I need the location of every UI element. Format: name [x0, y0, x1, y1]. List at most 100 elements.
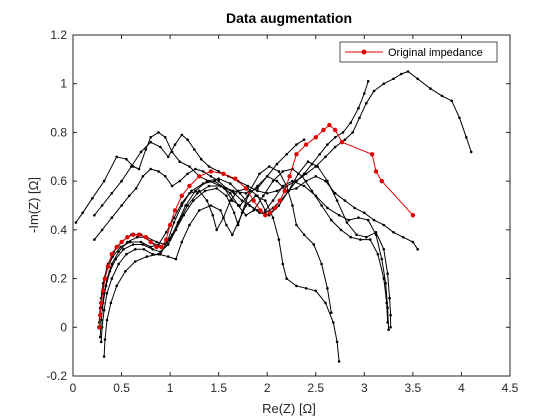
- data-point: [339, 140, 345, 145]
- data-point: [208, 169, 214, 174]
- data-point: [318, 153, 322, 156]
- y-tick-label: 0.4: [50, 223, 67, 237]
- data-point: [109, 252, 115, 257]
- legend-entry-original-impedance: Original impedance: [388, 47, 483, 59]
- y-tick-label: 1.2: [50, 28, 67, 42]
- data-point: [207, 165, 211, 168]
- data-point: [110, 262, 114, 266]
- data-point: [209, 175, 213, 178]
- data-point: [267, 165, 271, 168]
- data-point: [263, 213, 268, 218]
- data-point: [306, 160, 310, 163]
- data-point: [233, 176, 238, 181]
- data-point: [349, 235, 353, 239]
- data-point: [382, 82, 386, 85]
- data-point: [192, 199, 195, 202]
- data-point: [277, 170, 281, 173]
- data-point: [188, 165, 191, 168]
- data-point: [166, 155, 170, 159]
- data-point: [211, 213, 215, 217]
- data-point: [143, 235, 148, 240]
- x-tick-label: 4: [458, 381, 465, 395]
- data-point: [320, 204, 323, 207]
- data-point: [285, 153, 288, 156]
- data-point: [248, 204, 251, 207]
- data-point: [217, 170, 220, 173]
- data-point: [203, 189, 207, 193]
- data-point: [164, 231, 168, 234]
- data-point: [199, 157, 203, 161]
- data-point: [141, 243, 145, 246]
- data-point: [115, 284, 118, 288]
- data-point: [149, 245, 152, 249]
- data-point: [386, 321, 389, 324]
- data-point: [188, 223, 191, 227]
- data-point: [100, 288, 106, 293]
- data-point: [264, 199, 267, 202]
- data-point: [100, 306, 104, 310]
- data-point: [74, 221, 78, 224]
- data-point: [148, 239, 153, 245]
- data-point: [207, 184, 211, 188]
- data-point: [392, 231, 395, 234]
- data-point: [281, 170, 285, 173]
- x-tick-label: 2.5: [307, 381, 324, 395]
- data-point: [372, 89, 376, 93]
- data-point: [440, 94, 444, 98]
- data-point: [139, 150, 143, 154]
- data-point: [321, 127, 326, 133]
- data-point: [374, 233, 378, 236]
- data-point: [117, 250, 120, 254]
- data-point: [326, 179, 329, 183]
- data-point: [141, 175, 145, 178]
- data-point: [282, 188, 287, 194]
- x-tick-label: 0: [70, 381, 77, 395]
- data-point: [335, 340, 339, 344]
- series-original-impedance: [97, 122, 416, 330]
- data-point: [81, 211, 84, 215]
- data-point: [229, 182, 232, 185]
- data-point: [314, 175, 318, 178]
- data-point: [304, 287, 308, 290]
- data-point: [125, 235, 130, 240]
- data-point: [252, 209, 255, 212]
- data-point: [302, 184, 306, 188]
- data-point: [232, 192, 236, 195]
- data-point: [337, 360, 341, 363]
- x-tick-label: 3: [361, 381, 368, 395]
- data-point: [119, 245, 122, 249]
- data-point: [164, 243, 167, 246]
- data-point: [337, 213, 341, 217]
- data-point: [271, 199, 275, 202]
- x-tick-label: 1.5: [210, 381, 227, 395]
- data-point: [157, 170, 160, 173]
- data-point: [99, 300, 104, 306]
- data-point: [105, 318, 109, 322]
- data-point: [109, 301, 113, 305]
- y-tick-label: 0: [60, 320, 67, 334]
- data-point: [265, 192, 269, 195]
- data-point: [429, 87, 432, 90]
- data-point: [333, 136, 337, 139]
- data-point: [125, 252, 128, 256]
- data-point: [333, 192, 337, 195]
- data-point: [343, 199, 347, 202]
- data-point: [262, 194, 265, 198]
- data-point: [217, 177, 220, 180]
- data-point: [240, 199, 244, 202]
- legend: Original impedance: [339, 41, 498, 63]
- data-point: [186, 138, 189, 141]
- data-point: [194, 167, 197, 171]
- data-point: [102, 355, 106, 358]
- data-point: [197, 209, 201, 212]
- data-point: [129, 240, 132, 244]
- data-point: [256, 194, 259, 198]
- data-point: [221, 171, 226, 176]
- y-tick-label: 0.6: [50, 174, 67, 188]
- data-point: [369, 152, 375, 157]
- data-point: [314, 289, 318, 293]
- data-point: [164, 175, 167, 178]
- data-point: [357, 106, 360, 110]
- data-point: [389, 326, 392, 329]
- data-point: [93, 238, 96, 241]
